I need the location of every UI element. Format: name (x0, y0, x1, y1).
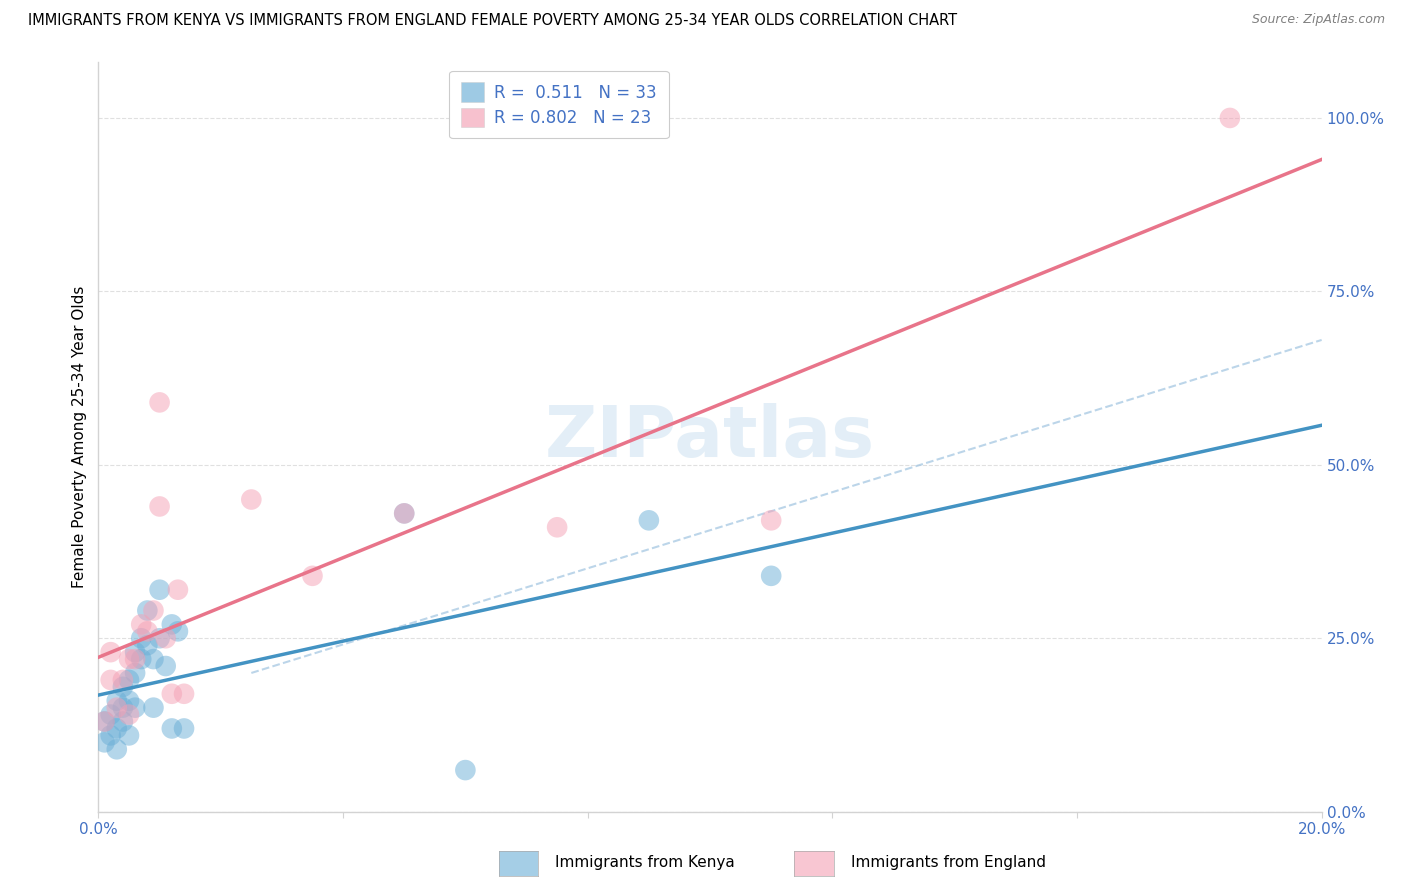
Point (111, 680, 134, 694)
Point (105, 742, 128, 756)
Point (136, 603, 159, 617)
Point (301, 569, 323, 583)
Point (149, 500, 172, 514)
Point (167, 624, 190, 639)
Point (124, 652, 146, 666)
Point (100, 645, 122, 659)
Point (129, 617, 152, 632)
Point (759, 569, 782, 583)
Point (392, 507, 416, 521)
Point (142, 652, 165, 666)
Point (142, 603, 165, 617)
Point (93, 735, 115, 749)
Point (160, 687, 183, 701)
Point (111, 700, 134, 714)
Point (118, 673, 141, 687)
Point (759, 513, 782, 527)
Point (546, 520, 568, 534)
Point (93, 714, 115, 729)
Point (111, 714, 134, 729)
Point (167, 582, 190, 597)
Point (173, 687, 195, 701)
Text: ZIPatlas: ZIPatlas (546, 402, 875, 472)
Point (111, 673, 134, 687)
Text: Source: ZipAtlas.com: Source: ZipAtlas.com (1251, 13, 1385, 27)
Point (100, 673, 122, 687)
Point (105, 700, 128, 714)
Text: Immigrants from Kenya: Immigrants from Kenya (555, 855, 735, 870)
Point (118, 694, 141, 708)
Point (100, 707, 122, 722)
Point (392, 507, 416, 521)
Point (105, 722, 128, 736)
Point (118, 652, 141, 666)
Point (100, 728, 122, 742)
Y-axis label: Female Poverty Among 25-34 Year Olds: Female Poverty Among 25-34 Year Olds (72, 286, 87, 588)
Point (105, 694, 128, 708)
Text: IMMIGRANTS FROM KENYA VS IMMIGRANTS FROM ENGLAND FEMALE POVERTY AMONG 25-34 YEAR: IMMIGRANTS FROM KENYA VS IMMIGRANTS FROM… (28, 13, 957, 29)
Point (155, 659, 177, 673)
Point (454, 763, 477, 777)
Point (240, 492, 263, 507)
Point (124, 700, 146, 714)
Point (129, 632, 152, 646)
Point (149, 395, 172, 409)
Point (124, 645, 146, 659)
Point (142, 700, 165, 714)
Point (118, 707, 141, 722)
Point (118, 728, 141, 742)
Point (93, 714, 115, 729)
Point (124, 665, 146, 680)
Point (173, 722, 195, 736)
Point (155, 632, 177, 646)
Point (136, 638, 159, 652)
Point (1219, 111, 1241, 125)
Point (637, 513, 661, 527)
Point (149, 632, 172, 646)
Legend: R =  0.511   N = 33, R = 0.802   N = 23: R = 0.511 N = 33, R = 0.802 N = 23 (450, 70, 668, 138)
Point (136, 624, 159, 639)
Point (160, 617, 183, 632)
Point (149, 582, 172, 597)
Text: Immigrants from England: Immigrants from England (851, 855, 1046, 870)
Point (129, 652, 152, 666)
Point (160, 722, 183, 736)
